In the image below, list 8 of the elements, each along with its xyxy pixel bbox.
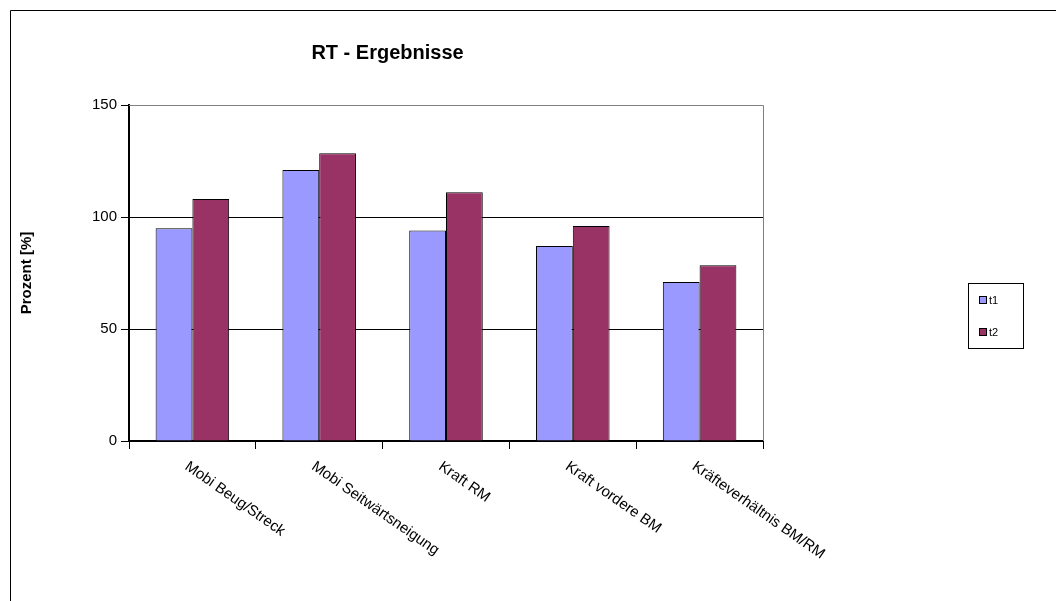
y-tick-label: 150 bbox=[91, 95, 117, 113]
y-tick-label: 50 bbox=[100, 319, 117, 337]
y-tick-label: 0 bbox=[108, 431, 117, 449]
y-axis-title: Prozent [%] bbox=[17, 231, 35, 315]
y-tick-label: 100 bbox=[91, 207, 117, 225]
legend-label: t1 bbox=[989, 294, 999, 306]
chart-title: RT - Ergebnisse bbox=[311, 40, 464, 63]
legend-label: t2 bbox=[989, 326, 999, 338]
